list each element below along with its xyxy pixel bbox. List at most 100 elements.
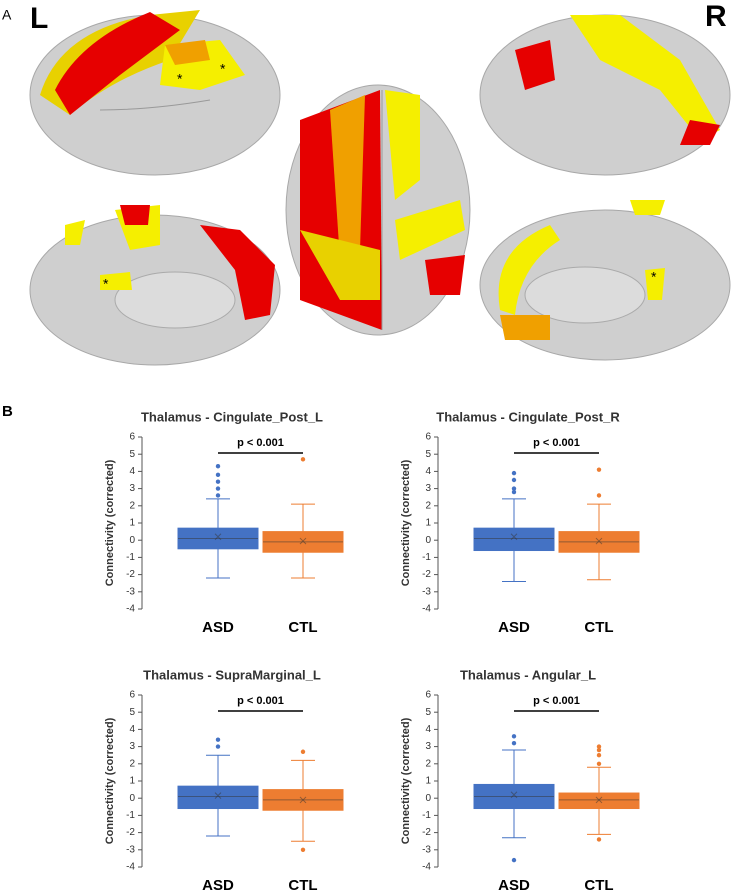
y-tick-label: 2 [425, 500, 431, 511]
y-tick-label: 5 [129, 707, 135, 718]
y-tick-label: -2 [126, 827, 135, 838]
y-tick-label: 0 [129, 793, 135, 804]
mean-marker [595, 796, 603, 804]
outlier [511, 486, 517, 491]
right-lateral [479, 14, 731, 176]
y-tick-label: 6 [129, 690, 135, 701]
y-axis-label: Connectivity (corrected) [400, 459, 412, 586]
asterisk: * [651, 269, 657, 285]
y-tick-label: 3 [129, 741, 135, 752]
brain-views: * * * [29, 10, 731, 366]
outlier [511, 740, 517, 746]
right-medial: * [479, 200, 731, 361]
y-tick-label: 0 [425, 793, 431, 804]
y-tick-label: -4 [126, 604, 135, 615]
y-tick-label: -4 [422, 862, 431, 873]
y-tick-label: 3 [425, 741, 431, 752]
box [177, 785, 259, 810]
mean-marker [299, 796, 307, 804]
y-tick-label: -3 [126, 586, 135, 597]
x-tick-label: CTL [584, 877, 613, 892]
chart-title: Thalamus - SupraMarginal_L [143, 667, 321, 682]
outlier [511, 489, 517, 495]
panel-label: A [2, 7, 12, 23]
outlier [511, 470, 517, 476]
significance-label: p < 0.001 [533, 695, 580, 707]
mean-marker [214, 533, 222, 541]
y-tick-label: -4 [422, 604, 431, 615]
y-tick-label: 1 [425, 518, 431, 529]
outlier [215, 744, 221, 749]
hemisphere-label: L [30, 2, 48, 35]
outlier [215, 464, 221, 469]
outlier [215, 472, 221, 478]
left-lateral: * * [29, 10, 281, 176]
y-tick-label: 2 [425, 758, 431, 769]
chart-title: Thalamus - Angular_L [460, 667, 596, 682]
y-tick-label: 6 [425, 690, 431, 701]
y-tick-label: -1 [422, 552, 431, 563]
chart-title: Thalamus - Cingulate_Post_R [436, 409, 620, 424]
mean-marker [595, 537, 603, 545]
left-medial: * [29, 205, 281, 366]
y-tick-label: 4 [129, 466, 135, 477]
y-tick-label: 4 [129, 724, 135, 735]
y-axis-label: Connectivity (corrected) [104, 459, 116, 586]
mean-marker [510, 791, 518, 799]
chart: Thalamus - Cingulate_Post_R Connectivity … [400, 409, 640, 636]
mean-marker [510, 533, 518, 541]
y-tick-label: -3 [126, 844, 135, 855]
y-tick-label: -2 [126, 569, 135, 580]
y-tick-label: -4 [126, 862, 135, 873]
outlier [596, 493, 602, 498]
y-tick-label: 0 [425, 535, 431, 546]
hemisphere-label: R [705, 0, 727, 33]
chart: Thalamus - SupraMarginal_L Connectivity (… [104, 667, 344, 892]
outlier [511, 734, 517, 739]
box [558, 792, 640, 810]
y-tick-label: -3 [422, 586, 431, 597]
x-tick-label: ASD [202, 619, 234, 636]
x-tick-label: CTL [584, 619, 613, 636]
y-tick-label: -1 [126, 552, 135, 563]
outlier [596, 467, 602, 472]
y-tick-label: 1 [425, 776, 431, 787]
outlier [596, 753, 602, 758]
asterisk: * [220, 61, 226, 77]
panel-label: B [2, 403, 13, 420]
y-tick-label: 5 [425, 707, 431, 718]
outlier [215, 737, 221, 742]
y-tick-label: 3 [425, 483, 431, 494]
y-tick-label: 0 [129, 535, 135, 546]
y-tick-label: 2 [129, 758, 135, 769]
x-tick-label: ASD [498, 877, 530, 892]
significance-label: p < 0.001 [237, 437, 284, 449]
outlier [300, 457, 306, 462]
outlier [511, 477, 517, 483]
y-tick-label: -1 [422, 810, 431, 821]
mean-marker [214, 792, 222, 799]
y-axis-label: Connectivity (corrected) [104, 717, 116, 844]
asterisk: * [177, 71, 183, 87]
y-tick-label: -3 [422, 844, 431, 855]
chart-title: Thalamus - Cingulate_Post_L [141, 409, 323, 424]
x-tick-label: ASD [202, 877, 234, 892]
dorsal [285, 84, 471, 336]
y-tick-label: 1 [129, 776, 135, 787]
significance-label: p < 0.001 [237, 695, 284, 707]
outlier [215, 486, 221, 491]
y-tick-label: 1 [129, 518, 135, 529]
outlier [300, 749, 306, 754]
y-tick-label: -2 [422, 569, 431, 580]
y-tick-label: 5 [129, 449, 135, 460]
outlier [511, 857, 517, 863]
significance-label: p < 0.001 [533, 437, 580, 449]
y-tick-label: 6 [129, 432, 135, 443]
x-tick-label: CTL [288, 619, 317, 636]
outlier [596, 761, 602, 766]
box [473, 527, 555, 552]
y-tick-label: 2 [129, 500, 135, 511]
asterisk: * [103, 276, 109, 292]
y-tick-label: 4 [425, 724, 431, 735]
